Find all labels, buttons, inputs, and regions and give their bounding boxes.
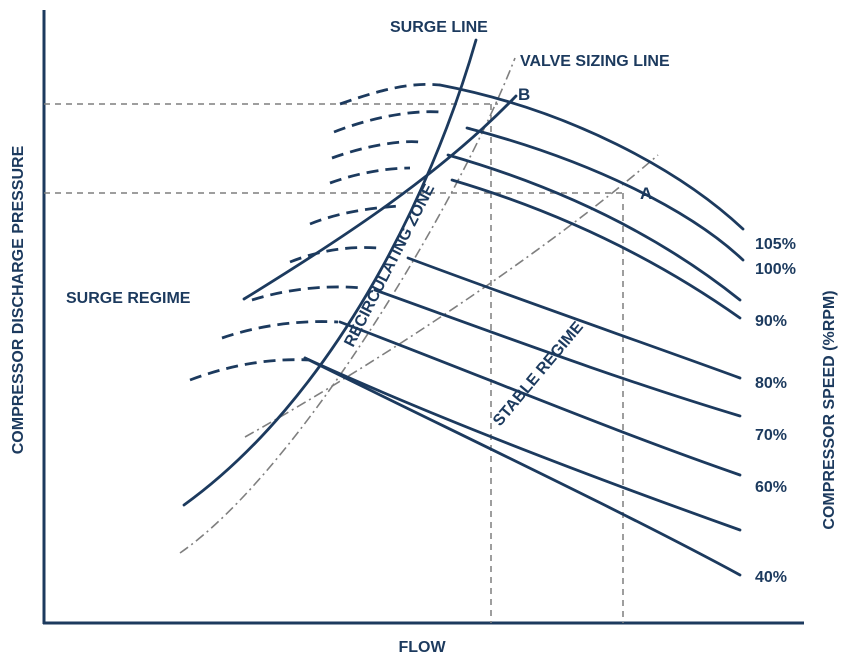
speed-label-105: 105% <box>755 236 796 253</box>
surge-line <box>182 38 478 507</box>
surge-dash-6 <box>289 246 379 264</box>
surge-dash-2 <box>333 110 441 134</box>
speed-label-100: 100% <box>755 261 796 278</box>
surge-dash-3 <box>331 140 421 160</box>
speed-label-70: 70% <box>755 427 787 444</box>
surge-dash-1 <box>339 83 441 106</box>
y-axis-right-label: COMPRESSOR SPEED (%RPM) <box>821 290 838 529</box>
surge-line-label: SURGE LINE <box>390 19 488 36</box>
speed-label-60: 60% <box>755 479 787 496</box>
surge-dash-4 <box>329 166 411 185</box>
valve-sizing-line-label: VALVE SIZING LINE <box>520 53 670 70</box>
y-axis-left-label: COMPRESSOR DISCHARGE PRESSURE <box>10 145 27 454</box>
surge-dash-5 <box>309 204 401 226</box>
surge-regime-label: SURGE REGIME <box>66 290 191 307</box>
speed-curve-80 <box>373 288 742 418</box>
speed-curve-95 <box>446 153 742 302</box>
speed-curve-90 <box>450 178 742 320</box>
surge-dash-7 <box>251 285 363 302</box>
surge-dash-8 <box>221 320 339 340</box>
operating-curve-b <box>242 94 518 301</box>
speed-curve-85 <box>406 256 742 380</box>
speed-curve-70 <box>338 320 742 477</box>
point-a-label: A <box>640 184 652 203</box>
surge-dash-9 <box>189 358 311 382</box>
speed-curve-60 <box>303 356 742 532</box>
valve-sizing-line <box>179 57 516 554</box>
point-b-label: B <box>518 85 530 104</box>
speed-label-90: 90% <box>755 313 787 330</box>
speed-label-40: 40% <box>755 569 787 586</box>
speed-curve-40 <box>303 356 742 577</box>
system-resistance-line <box>244 154 659 438</box>
speed-label-80: 80% <box>755 375 787 392</box>
x-axis-label: FLOW <box>398 639 446 656</box>
speed-curve-105 <box>438 83 745 231</box>
speed-curve-100 <box>465 126 745 262</box>
